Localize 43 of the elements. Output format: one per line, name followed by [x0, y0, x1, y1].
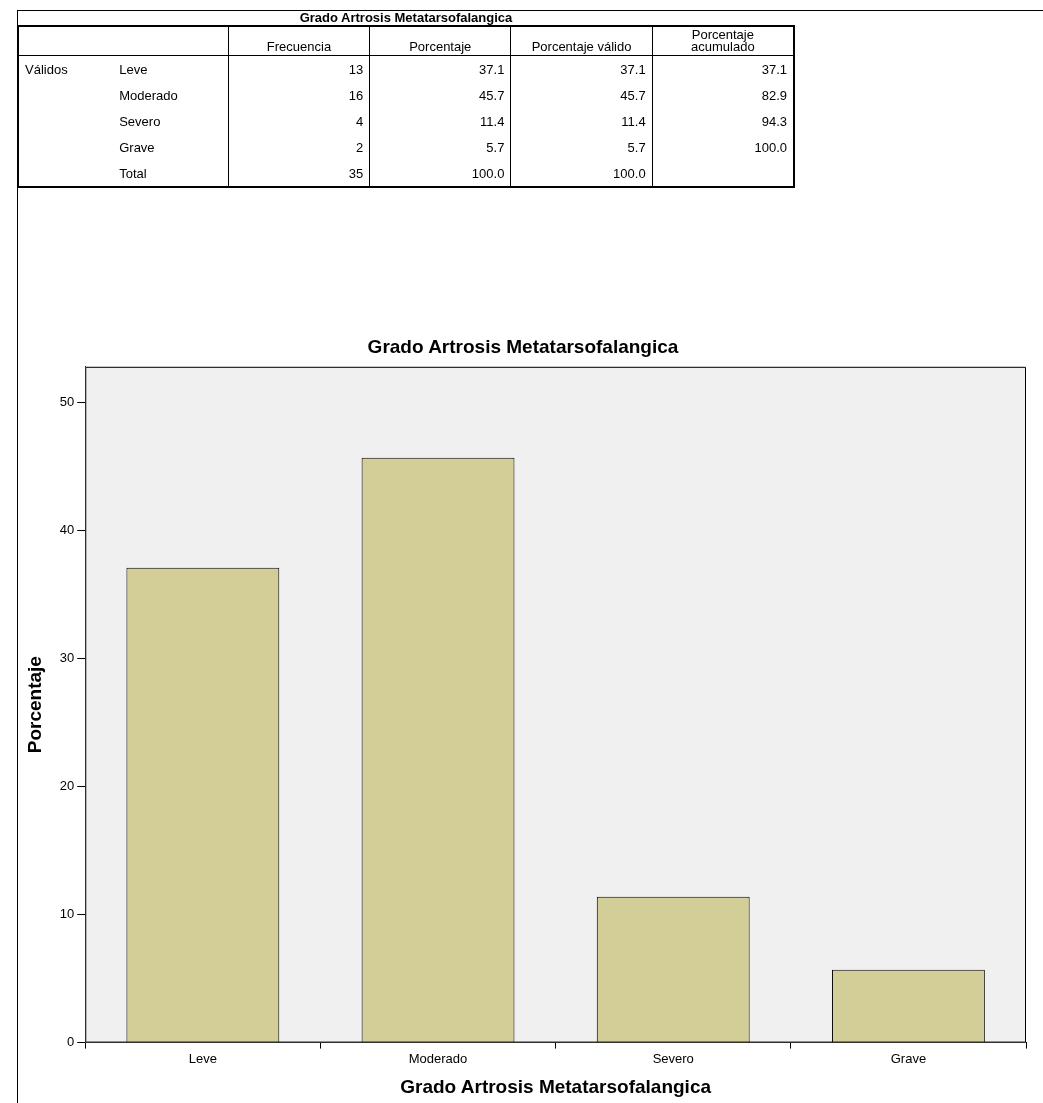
data-label: 5.7: [510, 134, 653, 160]
data-label: 100.0: [652, 134, 794, 160]
data-label: 11.4: [510, 108, 653, 134]
chart-title: Grado Artrosis Metatarsofalangica: [367, 335, 679, 357]
data-label: 11.4: [369, 108, 511, 134]
data-label: 94.3: [652, 108, 794, 134]
x-tick-label: Porcentaje válido: [510, 26, 653, 56]
x-tick-label: Frecuencia: [228, 26, 370, 56]
data-label: 35: [228, 160, 370, 187]
chart-title: Grado Artrosis Metatarsofalangica: [298, 10, 514, 25]
x-tick-label: Porcentaje: [369, 26, 511, 56]
data-label: 16: [228, 82, 370, 108]
data-label: 2: [228, 134, 370, 160]
y-tick-label: 30: [59, 650, 75, 666]
y-tick-label: 50: [59, 394, 75, 410]
y-tick-label: Leve: [113, 55, 229, 82]
y-tick-label: Severo: [113, 108, 229, 134]
data-label: 37.1: [369, 55, 511, 82]
y-tick-label: Moderado: [113, 82, 229, 108]
data-label: 13: [228, 55, 370, 82]
data-label: 45.7: [369, 82, 511, 108]
data-label: 82.9: [652, 82, 794, 108]
y-axis-title: Porcentaje: [23, 656, 45, 754]
data-label: 5.7: [369, 134, 511, 160]
x-axis-title: Grado Artrosis Metatarsofalangica: [400, 1075, 712, 1097]
x-tick-label: Porcentaje acumulado: [652, 26, 794, 56]
y-tick-label: 0: [67, 1034, 75, 1050]
x-tick-label: Moderado: [408, 1050, 468, 1066]
y-tick-label: 40: [59, 522, 75, 538]
data-label: 100.0: [369, 160, 511, 187]
text: Válidos: [24, 60, 69, 79]
x-tick-label: Severo: [652, 1050, 694, 1066]
x-tick-label: Grave: [890, 1050, 927, 1066]
x-tick-label: Leve: [188, 1050, 217, 1066]
data-label: 45.7: [510, 82, 653, 108]
y-tick-label: 20: [59, 778, 75, 794]
data-label: 37.1: [652, 55, 794, 82]
data-label: 100.0: [510, 160, 653, 187]
data-label: 37.1: [510, 55, 653, 82]
y-tick-label: Total: [113, 160, 229, 187]
data-label: 4: [228, 108, 370, 134]
y-tick-label: 10: [59, 906, 75, 922]
y-tick-label: Grave: [113, 134, 229, 160]
